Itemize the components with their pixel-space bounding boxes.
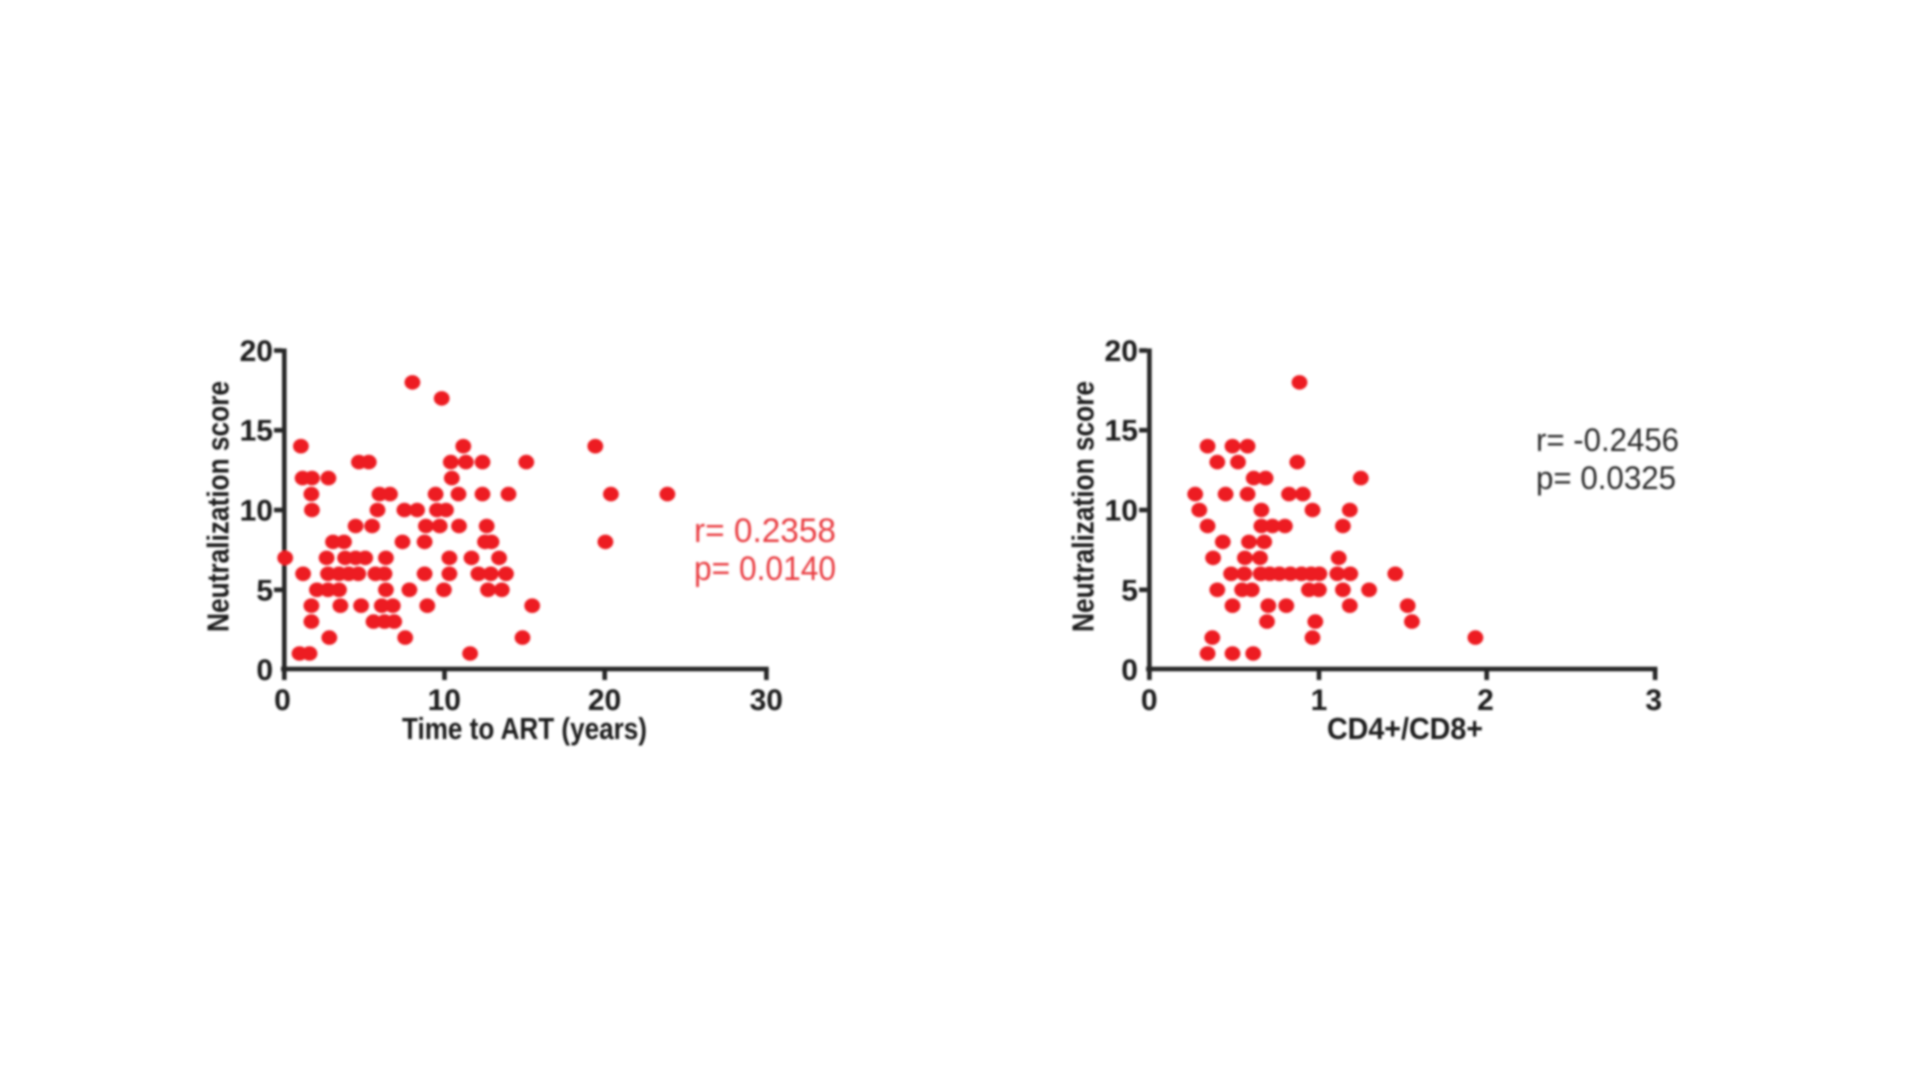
svg-text:Neutralization score: Neutralization score	[1066, 381, 1101, 632]
svg-text:15: 15	[240, 415, 273, 448]
svg-text:10: 10	[428, 684, 461, 717]
svg-text:3: 3	[1645, 684, 1662, 717]
svg-text:10: 10	[240, 495, 273, 528]
svg-text:20: 20	[240, 335, 273, 368]
svg-text:p= 0.0140: p= 0.0140	[694, 550, 836, 588]
svg-text:10: 10	[1105, 495, 1138, 528]
svg-text:2: 2	[1477, 684, 1494, 717]
svg-text:r= 0.2358: r= 0.2358	[694, 512, 836, 550]
svg-text:0: 0	[1141, 684, 1158, 717]
svg-text:CD4+/CD8+: CD4+/CD8+	[1327, 711, 1483, 746]
svg-text:0: 0	[256, 654, 273, 687]
svg-text:p= 0.0325: p= 0.0325	[1536, 460, 1676, 496]
svg-text:5: 5	[1121, 574, 1138, 607]
svg-text:Neutralization score: Neutralization score	[201, 381, 236, 632]
svg-text:Time to ART (years): Time to ART (years)	[402, 711, 647, 746]
svg-text:15: 15	[1105, 415, 1138, 448]
svg-text:0: 0	[274, 684, 291, 717]
svg-text:20: 20	[1105, 335, 1138, 368]
svg-text:30: 30	[750, 684, 783, 717]
svg-text:1: 1	[1311, 684, 1328, 717]
svg-text:20: 20	[588, 684, 621, 717]
svg-text:5: 5	[256, 574, 273, 607]
svg-text:0: 0	[1121, 654, 1138, 687]
svg-text:r= -0.2456: r= -0.2456	[1536, 422, 1679, 458]
